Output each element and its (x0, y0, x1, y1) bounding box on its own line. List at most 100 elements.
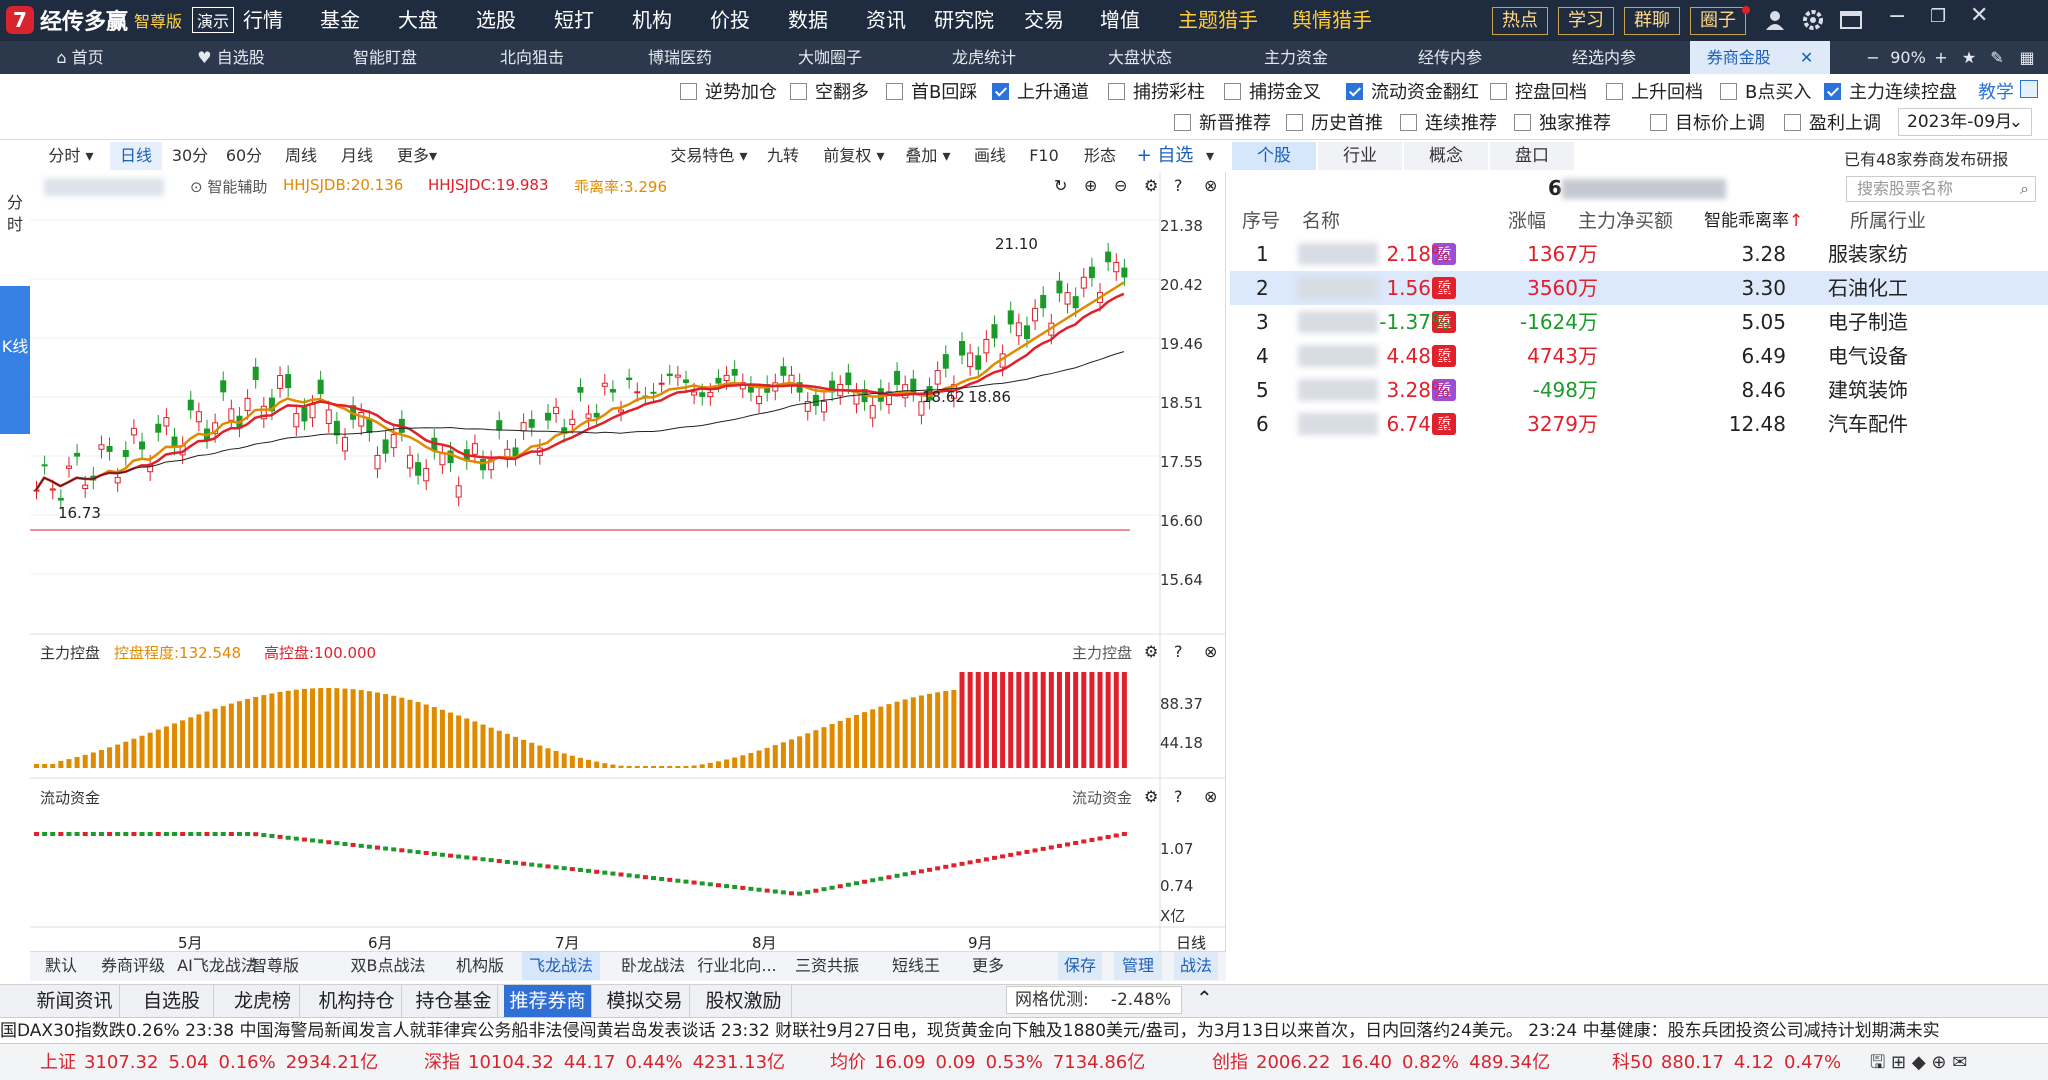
flow-close-icon[interactable]: ⊗ (1204, 787, 1218, 806)
strategy-tab[interactable]: 飞龙战法 (522, 952, 600, 980)
tab-smart-monitor[interactable]: 智能盯盘 (352, 48, 417, 67)
pin-icon[interactable]: ✎ (1990, 48, 2004, 67)
filter-option[interactable]: 首B回踩 (886, 78, 977, 104)
tactic-button[interactable]: 战法 (1174, 952, 1218, 980)
zoom-out-icon[interactable]: − (1866, 48, 1880, 67)
remove-indicator-icon[interactable]: ⊖ (1114, 176, 1128, 195)
hot-button[interactable]: 热点 (1492, 7, 1548, 35)
bottom-tab[interactable]: 股权激励 (696, 985, 792, 1017)
strategy-tab[interactable]: 行业北向... (697, 956, 777, 975)
collapse-icon[interactable]: ⌃ (1196, 986, 1213, 1010)
teach-link[interactable]: 教学 (1978, 82, 2014, 103)
filter-option[interactable]: 新晋推荐 (1174, 109, 1271, 135)
circle-button[interactable]: 圈子 (1690, 7, 1746, 35)
tab-jingxuan-ref[interactable]: 经选内参 (1571, 48, 1636, 67)
checkbox-icon[interactable] (992, 82, 1009, 100)
filter-option[interactable]: 逆势加仓 (680, 78, 777, 104)
period-more[interactable]: 更多▾ (396, 146, 438, 165)
tab-jingchuan-ref[interactable]: 经传内参 (1417, 48, 1482, 67)
filter-option[interactable]: 捕捞金叉 (1224, 78, 1321, 104)
toolbar-dropdown-icon[interactable]: ▾ (1205, 146, 1215, 165)
trade-features[interactable]: 交易特色 ▾ (670, 146, 748, 165)
zoom-in-icon[interactable]: + (1934, 48, 1948, 67)
tab-north-snipe[interactable]: 北向狙击 (499, 48, 564, 67)
learn-button[interactable]: 学习 (1558, 7, 1614, 35)
control-close-icon[interactable]: ⊗ (1204, 642, 1218, 661)
checkbox-icon[interactable] (1174, 113, 1191, 131)
help-icon[interactable]: ? (1174, 176, 1183, 195)
period-30min[interactable]: 30分 (171, 146, 209, 165)
settings-icon[interactable]: ⚙ (1144, 176, 1159, 195)
checkbox-icon[interactable] (1514, 113, 1531, 131)
strategy-tab[interactable]: 机构版 (455, 956, 504, 975)
assist-toggle[interactable]: ⊙ 智能辅助 (190, 178, 268, 196)
col-industry[interactable]: 所属行业 (1850, 210, 1927, 232)
flow-settings-icon[interactable]: ⚙ (1144, 787, 1159, 806)
menu-duanda[interactable]: 短打 (554, 8, 594, 32)
layout-icon[interactable]: ▦ (2019, 48, 2035, 67)
filter-option[interactable]: 上升通道 (992, 78, 1089, 104)
tab-home[interactable]: ⌂ 首页 (56, 48, 104, 67)
tab-market-status[interactable]: 大盘状态 (1107, 48, 1172, 67)
filter-option[interactable]: B点买入 (1720, 78, 1811, 104)
filter-option[interactable]: 独家推荐 (1514, 109, 1611, 135)
col-deviation[interactable]: 智能乖离率↑ (1704, 208, 1803, 234)
index-item[interactable]: 均价 16.09 0.09 0.53% 7134.86亿 (830, 1044, 1155, 1080)
kline-chart-svg[interactable] (30, 172, 1226, 952)
period-daily[interactable]: 日线 (110, 142, 162, 170)
filter-option[interactable]: 盈利上调 (1784, 109, 1881, 135)
menu-zengzhi[interactable]: 增值 (1100, 8, 1140, 32)
strategy-tab[interactable]: 默认 (44, 956, 77, 975)
tab-borui[interactable]: 博瑞医药 (647, 48, 712, 67)
control-settings-icon[interactable]: ⚙ (1144, 642, 1159, 661)
filter-option[interactable]: 空翻多 (790, 78, 869, 104)
index-item[interactable]: 创指 2006.22 16.40 0.82% 489.34亿 (1212, 1044, 1560, 1080)
checkbox-icon[interactable] (1108, 82, 1125, 100)
save-button[interactable]: 保存 (1058, 952, 1102, 980)
tab-main-capital[interactable]: 主力资金 (1263, 48, 1328, 67)
bottom-tab[interactable]: 推荐券商 (504, 985, 592, 1017)
menu-hangqing[interactable]: 行情 (243, 8, 283, 32)
filter-option[interactable]: 控盘回档 (1490, 78, 1587, 104)
right-tab-stock[interactable]: 个股 (1232, 142, 1316, 170)
tab-watchlist[interactable]: ♥ 自选股 (197, 48, 265, 67)
menu-jiaoyi[interactable]: 交易 (1024, 8, 1064, 32)
strategy-tab[interactable]: 更多 (971, 956, 1004, 975)
close-panel-icon[interactable]: ⊗ (1204, 176, 1218, 195)
pattern-button[interactable]: 形态 (1083, 146, 1116, 165)
user-icon[interactable] (1763, 8, 1787, 32)
refresh-icon[interactable]: ↻ (1054, 176, 1068, 195)
bottom-tab[interactable]: 龙虎榜 (226, 985, 300, 1017)
menu-jiatou[interactable]: 价投 (710, 8, 750, 32)
grid-optimize-box[interactable]: 网格优测: -2.48% (1006, 986, 1182, 1014)
adjust-select[interactable]: 前复权 ▾ (823, 146, 885, 165)
close-icon[interactable]: ✕ (1970, 3, 1989, 28)
strategy-tab[interactable]: 券商评级 (100, 956, 165, 975)
menu-yanjiuyuan[interactable]: 研究院 (934, 8, 994, 32)
checkbox-icon[interactable] (1400, 113, 1417, 131)
bottom-tab[interactable]: 自选股 (130, 985, 214, 1017)
menu-jigou[interactable]: 机构 (632, 8, 672, 32)
filter-option[interactable]: 上升回档 (1606, 78, 1703, 104)
menu-dapan[interactable]: 大盘 (398, 8, 438, 32)
filter-option[interactable]: 目标价上调 (1650, 109, 1765, 135)
control-help-icon[interactable]: ? (1174, 642, 1183, 661)
teach-icon[interactable] (2020, 80, 2038, 98)
right-tab-concept[interactable]: 概念 (1404, 142, 1488, 170)
window-icon[interactable] (1839, 9, 1863, 31)
side-tab-timeshare[interactable]: 分时 (0, 180, 30, 280)
menu-jijin[interactable]: 基金 (320, 8, 360, 32)
checkbox-icon[interactable] (1490, 82, 1507, 100)
period-timeshare[interactable]: 分时 ▾ (48, 146, 94, 165)
checkbox-icon[interactable] (1720, 82, 1737, 100)
menu-theme-hunter[interactable]: 主题猎手 (1178, 8, 1258, 32)
group-chat-button[interactable]: 群聊 (1624, 7, 1680, 35)
checkbox-icon[interactable] (1650, 113, 1667, 131)
checkbox-icon[interactable] (1606, 82, 1623, 100)
side-tab-kline[interactable]: K线 (0, 286, 30, 434)
col-name[interactable]: 名称 (1302, 210, 1341, 232)
add-watch-button[interactable]: + 自选 (1136, 145, 1194, 166)
bottom-tab[interactable]: 模拟交易 (600, 985, 690, 1017)
stock-search-input[interactable]: 搜索股票名称 ⌕ (1846, 176, 2036, 202)
filter-option[interactable]: 历史首推 (1286, 109, 1383, 135)
